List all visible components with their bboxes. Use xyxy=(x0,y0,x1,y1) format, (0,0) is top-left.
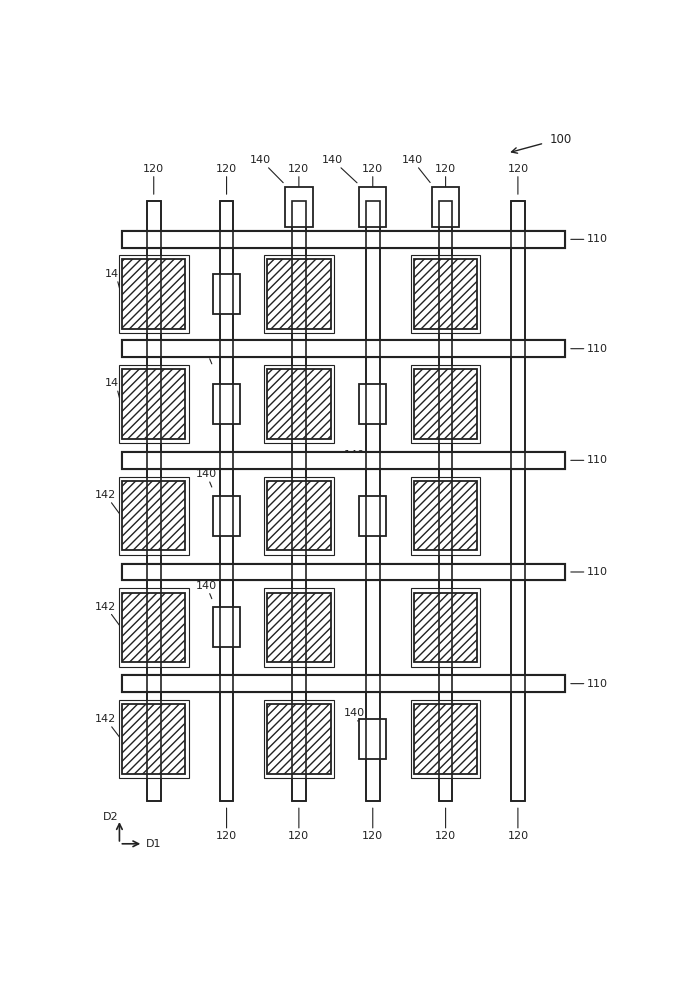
Bar xyxy=(119,255,189,333)
Bar xyxy=(147,201,161,801)
Bar xyxy=(147,201,161,801)
Bar xyxy=(119,588,189,667)
Text: 140: 140 xyxy=(251,155,283,183)
Bar xyxy=(122,231,565,248)
Bar xyxy=(414,481,477,550)
Bar xyxy=(411,255,480,333)
Text: 100: 100 xyxy=(550,133,572,146)
Text: 110: 110 xyxy=(571,234,607,244)
Text: 140: 140 xyxy=(322,155,357,183)
Bar xyxy=(267,593,330,662)
Bar xyxy=(264,365,334,443)
Bar xyxy=(122,564,565,580)
Bar xyxy=(432,187,459,227)
Bar xyxy=(122,564,565,580)
Bar xyxy=(119,477,189,555)
Bar xyxy=(359,719,387,759)
Bar xyxy=(122,675,565,692)
Bar xyxy=(264,255,334,333)
Bar xyxy=(122,340,565,357)
Bar xyxy=(411,365,480,443)
Bar xyxy=(292,201,306,801)
Bar xyxy=(292,201,306,801)
Text: 142: 142 xyxy=(95,602,119,625)
Bar xyxy=(411,700,480,778)
Text: 142: 142 xyxy=(95,490,119,514)
Text: 110: 110 xyxy=(571,567,607,577)
Bar xyxy=(285,187,313,227)
Bar xyxy=(359,496,387,536)
Bar xyxy=(414,259,477,329)
Bar xyxy=(119,365,189,443)
Bar xyxy=(220,201,234,801)
Text: 120: 120 xyxy=(435,164,456,194)
Bar xyxy=(122,340,565,357)
Bar xyxy=(264,477,334,555)
Text: 120: 120 xyxy=(216,164,237,194)
Text: 120: 120 xyxy=(507,808,528,841)
Bar xyxy=(411,588,480,667)
Bar xyxy=(439,201,452,801)
Text: 120: 120 xyxy=(362,164,383,194)
Bar xyxy=(213,607,240,647)
Bar xyxy=(511,201,525,801)
Text: 120: 120 xyxy=(288,164,309,194)
Bar xyxy=(366,201,379,801)
Text: 120: 120 xyxy=(143,164,164,194)
Bar xyxy=(122,452,565,469)
Bar xyxy=(511,201,525,801)
Text: D2: D2 xyxy=(103,812,118,822)
Text: 142: 142 xyxy=(105,378,127,401)
Bar xyxy=(213,384,240,424)
Bar xyxy=(213,274,240,314)
Text: 140: 140 xyxy=(402,155,430,183)
Text: 120: 120 xyxy=(216,808,237,841)
Text: 110: 110 xyxy=(571,679,607,689)
Text: 140: 140 xyxy=(196,469,217,487)
Text: 120: 120 xyxy=(288,808,309,841)
Bar xyxy=(267,369,330,439)
Text: 120: 120 xyxy=(507,164,528,194)
Text: 142: 142 xyxy=(95,714,119,737)
Bar xyxy=(119,700,189,778)
Text: 110: 110 xyxy=(571,455,607,465)
Bar xyxy=(122,481,185,550)
Bar xyxy=(220,201,234,801)
Text: 140: 140 xyxy=(306,373,328,387)
Bar xyxy=(414,593,477,662)
Bar xyxy=(122,452,565,469)
Bar xyxy=(439,201,452,801)
Text: 140: 140 xyxy=(344,708,365,721)
Bar xyxy=(264,700,334,778)
Text: 140: 140 xyxy=(196,346,217,364)
Text: 142: 142 xyxy=(105,269,127,291)
Text: 110: 110 xyxy=(571,344,607,354)
Text: 140: 140 xyxy=(196,581,217,599)
Bar xyxy=(122,231,565,248)
Bar xyxy=(122,704,185,774)
Text: 120: 120 xyxy=(435,808,456,841)
Bar xyxy=(213,496,240,536)
Bar xyxy=(122,259,185,329)
Bar xyxy=(267,259,330,329)
Bar xyxy=(267,704,330,774)
Text: 140: 140 xyxy=(344,450,365,467)
Bar xyxy=(414,704,477,774)
Bar xyxy=(122,675,565,692)
Text: 120: 120 xyxy=(362,808,383,841)
Bar xyxy=(264,588,334,667)
Bar xyxy=(122,369,185,439)
Text: D1: D1 xyxy=(146,839,161,849)
Bar xyxy=(359,187,387,227)
Bar xyxy=(366,201,379,801)
Bar xyxy=(122,593,185,662)
Bar xyxy=(267,481,330,550)
Bar xyxy=(359,384,387,424)
Bar xyxy=(414,369,477,439)
Bar xyxy=(411,477,480,555)
